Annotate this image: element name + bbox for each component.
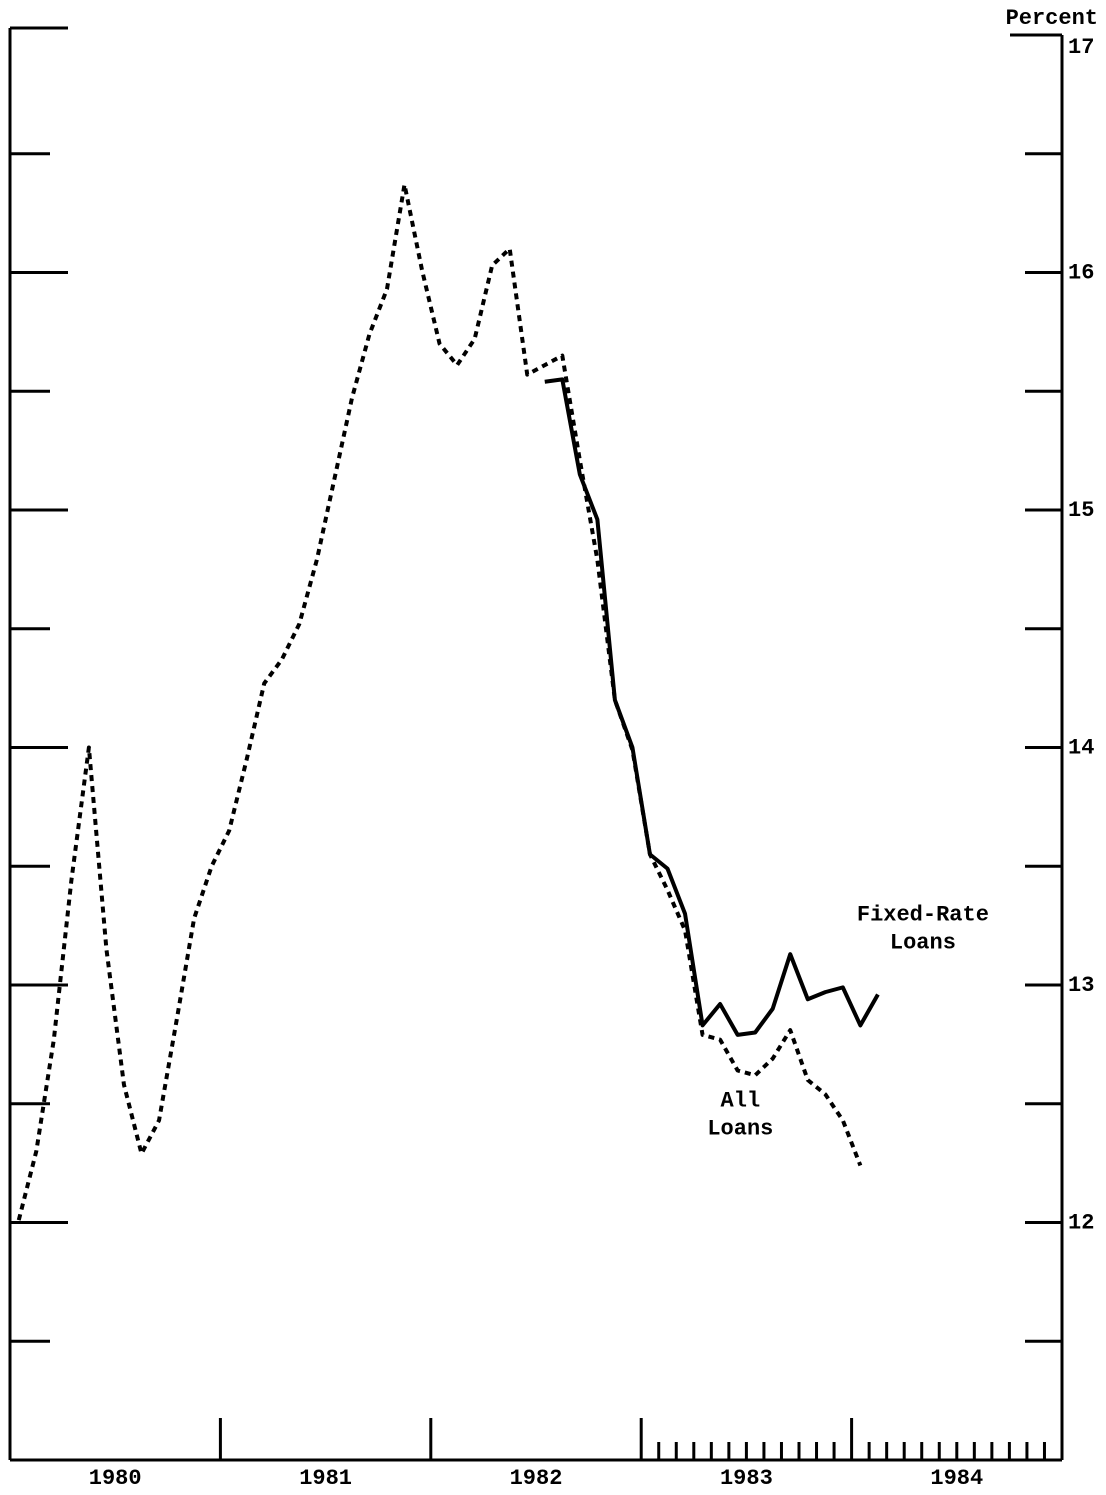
series-label: All Loans <box>707 1088 773 1141</box>
y-tick-label: 17 <box>1068 35 1094 60</box>
line-series <box>16 182 863 1221</box>
x-tick-label: 1984 <box>930 1466 983 1491</box>
y-axis-label: Percent <box>1006 6 1098 31</box>
x-tick-label: 1983 <box>720 1466 773 1491</box>
y-tick-label: 15 <box>1068 498 1094 523</box>
line-series <box>544 377 880 1037</box>
y-tick-label: 16 <box>1068 260 1094 285</box>
x-tick-label: 1981 <box>299 1466 352 1491</box>
y-tick-label: 12 <box>1068 1210 1094 1235</box>
y-tick-label: 13 <box>1068 973 1094 998</box>
x-tick-label: 1982 <box>510 1466 563 1491</box>
x-tick-label: 1980 <box>89 1466 142 1491</box>
y-tick-label: 14 <box>1068 735 1094 760</box>
series-label: Fixed-Rate Loans <box>857 902 989 955</box>
